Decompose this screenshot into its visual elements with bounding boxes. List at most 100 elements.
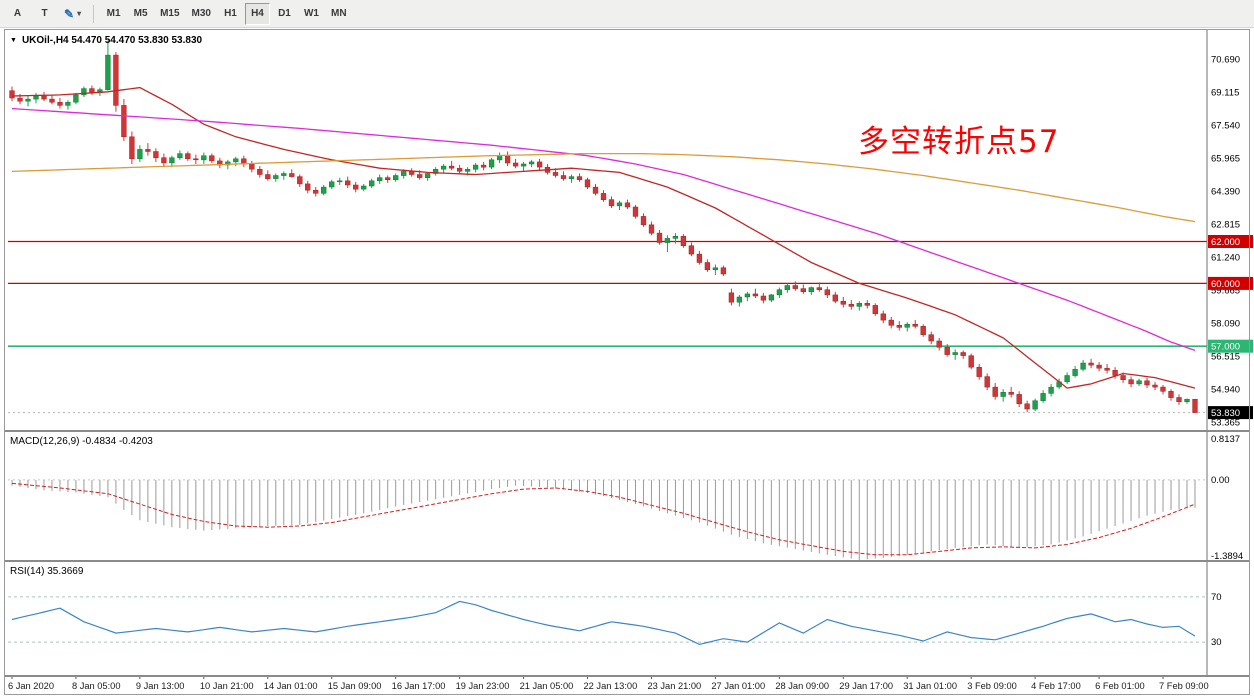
candle-body — [345, 180, 351, 186]
candle-body — [1032, 400, 1038, 410]
price-level-badge-label: 62.000 — [1211, 237, 1240, 248]
timeframe-button-m30[interactable]: M30 — [187, 3, 216, 25]
chart-annotation-text: 多空转折点57 — [858, 124, 1060, 160]
price-axis-scale[interactable] — [1207, 29, 1254, 676]
candle-body — [1144, 380, 1150, 386]
candle-body — [808, 287, 814, 293]
candle-body — [480, 164, 487, 168]
pencil-icon: ✎ — [64, 6, 75, 21]
time-axis-label: 4 Feb 17:00 — [1031, 681, 1081, 691]
candle-body — [73, 94, 79, 103]
candle-body — [992, 386, 998, 397]
timeframe-button-w1[interactable]: W1 — [299, 3, 324, 25]
chart-title-ohlc: UKOil-,H4 54.470 54.470 53.830 53.830 — [21, 35, 203, 46]
candle-body — [1064, 375, 1070, 383]
macd-pane[interactable] — [5, 433, 1207, 560]
rsi-pane[interactable] — [5, 563, 1207, 676]
drawing-tool-button[interactable]: ✎ ▾ — [59, 3, 86, 25]
price-axis-label: 59.665 — [1211, 285, 1240, 296]
candle-body — [632, 206, 639, 217]
candle-body — [728, 292, 735, 303]
candle-body — [736, 296, 743, 303]
candle-body — [369, 180, 375, 187]
candle-body — [1160, 386, 1166, 392]
timeframe-button-mn[interactable]: MN — [326, 3, 352, 25]
time-axis-label: 9 Jan 13:00 — [136, 681, 185, 691]
candle-body — [233, 158, 239, 163]
candle-body — [1008, 392, 1014, 395]
chart-dropdown-icon[interactable]: ▼ — [10, 37, 17, 44]
candle-body — [904, 323, 910, 328]
candle-body — [305, 183, 311, 191]
candle-body — [193, 158, 199, 161]
candle-body — [824, 289, 830, 296]
price-axis-label: 58.090 — [1211, 318, 1240, 329]
timeframe-button-d1[interactable]: D1 — [272, 3, 297, 25]
timeframe-button-m1[interactable]: M1 — [101, 3, 126, 25]
candle-body — [337, 180, 343, 183]
candle-body — [417, 174, 423, 178]
candle-body — [800, 288, 806, 292]
candle-body — [297, 176, 303, 185]
candle-body — [896, 325, 902, 328]
candle-body — [792, 285, 798, 289]
candle-body — [456, 167, 463, 172]
candle-body — [225, 161, 231, 166]
candle-body — [624, 202, 631, 208]
candle-body — [448, 165, 455, 169]
price-level-badge — [1208, 339, 1253, 353]
candle-body — [1088, 362, 1094, 366]
candle-body — [1080, 362, 1086, 370]
arrow-tool-button[interactable]: A — [5, 3, 30, 25]
slowest-ma-line — [11, 152, 1196, 223]
timeframe-button-m15[interactable]: M15 — [155, 3, 184, 25]
candle-body — [281, 173, 287, 176]
time-axis-label: 8 Jan 05:00 — [72, 681, 121, 691]
candle-body — [720, 267, 727, 275]
price-level-badge — [1208, 235, 1253, 248]
candle-body — [680, 236, 687, 246]
candle-body — [976, 366, 982, 377]
timeframe-button-h1[interactable]: H1 — [218, 3, 243, 25]
candle-body — [1120, 375, 1126, 380]
candle-body — [568, 176, 575, 179]
price-level-badge — [1208, 276, 1253, 290]
price-axis-label: 61.240 — [1211, 252, 1240, 263]
candle-body — [329, 181, 335, 188]
time-axis-label: 6 Jan 2020 — [8, 681, 54, 691]
candle-body — [1040, 393, 1046, 401]
time-axis-scale[interactable] — [5, 676, 1207, 696]
timeframe-button-m5[interactable]: M5 — [128, 3, 153, 25]
candle-body — [560, 175, 567, 179]
candle-body — [432, 169, 439, 174]
candle-body — [9, 90, 15, 99]
text-tool-button[interactable]: T — [32, 3, 57, 25]
candle-body — [265, 174, 271, 179]
candle-body — [520, 163, 527, 167]
time-axis-label: 28 Jan 09:00 — [775, 681, 829, 691]
candle-body — [57, 102, 63, 106]
candle-body — [1024, 403, 1030, 410]
candle-body — [289, 173, 295, 177]
macd-scale-max: 0.8137 — [1211, 434, 1240, 445]
candle-body — [49, 98, 55, 103]
time-axis-label: 27 Jan 01:00 — [711, 681, 765, 691]
main-chart-pane[interactable] — [5, 30, 1207, 430]
time-axis-label: 15 Jan 09:00 — [328, 681, 382, 691]
candle-body — [121, 105, 127, 138]
time-axis-label: 21 Jan 05:00 — [520, 681, 574, 691]
candle-body — [760, 295, 767, 301]
candle-body — [856, 303, 862, 307]
timeframe-button-h4[interactable]: H4 — [244, 2, 270, 25]
candle-body — [201, 155, 207, 161]
candle-body — [65, 102, 71, 106]
candle-body — [536, 161, 543, 168]
candle-body — [321, 186, 327, 194]
fast-ma-line — [11, 86, 1196, 389]
candle-body — [1016, 394, 1022, 405]
candle-body — [944, 347, 950, 355]
candle-body — [840, 300, 846, 305]
time-axis-label: 31 Jan 01:00 — [903, 681, 957, 691]
time-axis-label: 23 Jan 21:00 — [647, 681, 701, 691]
current-price-badge — [1208, 406, 1253, 420]
